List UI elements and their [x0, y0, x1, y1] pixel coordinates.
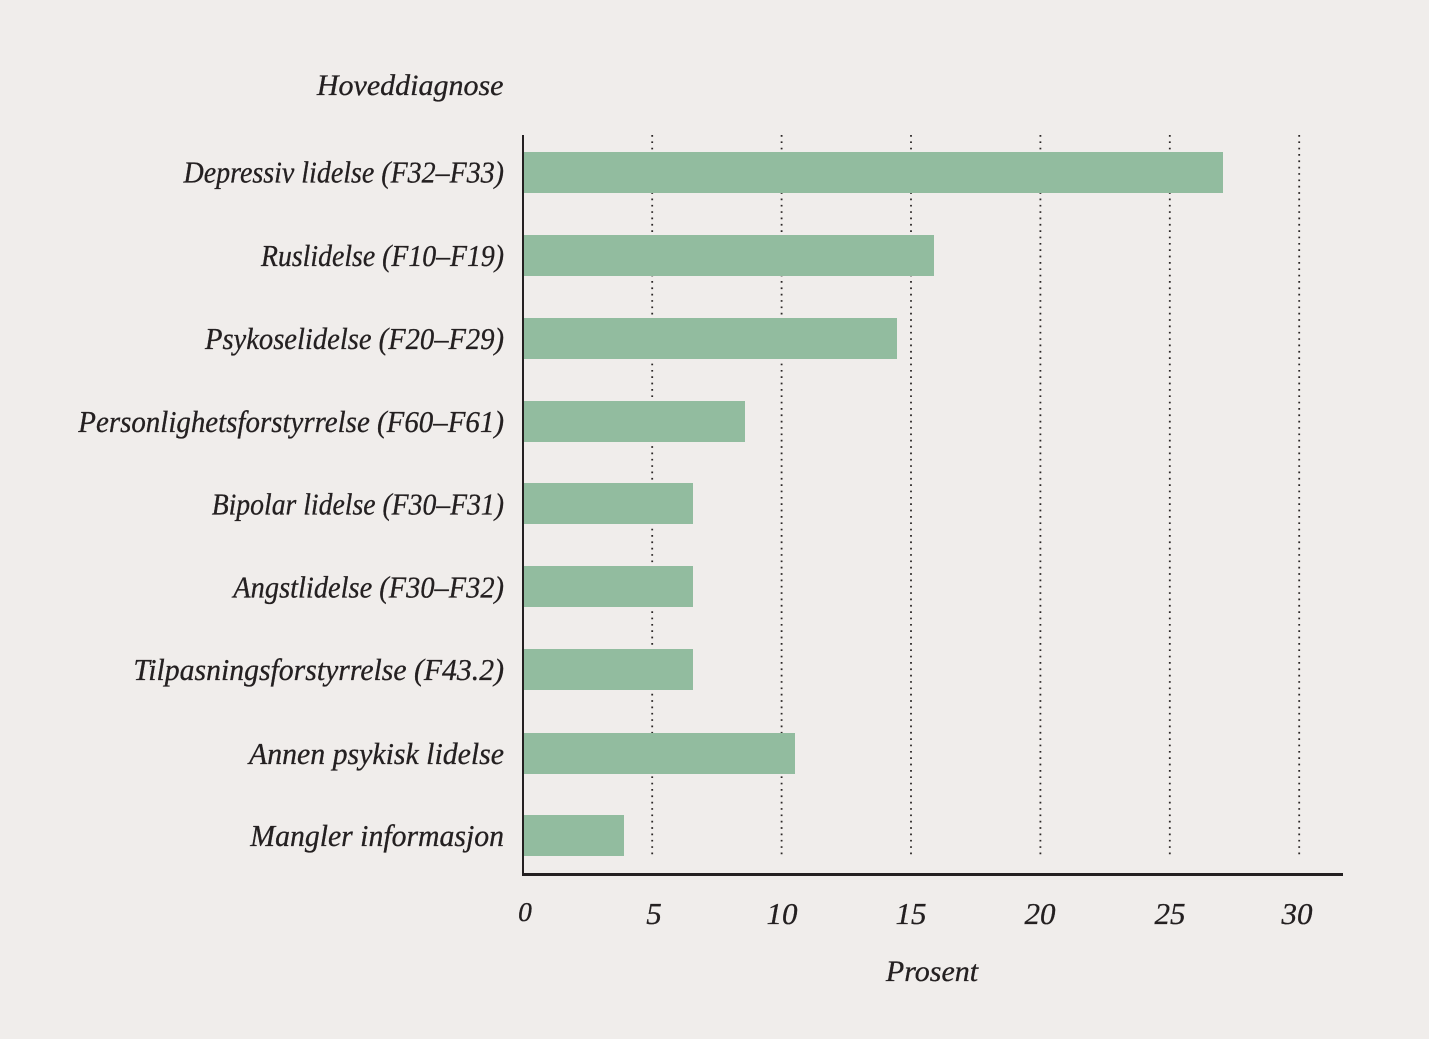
svg-text:Ruslidelse (F10–F19): Ruslidelse (F10–F19) — [260, 238, 504, 273]
svg-text:Mangler informasjon: Mangler informasjon — [249, 818, 504, 853]
svg-text:Annen psykisk lidelse: Annen psykisk lidelse — [247, 736, 504, 771]
svg-text:Tilpasningsforstyrrelse (F43.2: Tilpasningsforstyrrelse (F43.2) — [133, 652, 504, 687]
svg-text:Personlighetsforstyrrelse (F60: Personlighetsforstyrrelse (F60–F61) — [77, 404, 504, 439]
svg-text:Bipolar lidelse (F30–F31): Bipolar lidelse (F30–F31) — [212, 486, 504, 521]
svg-text:Psykoselidelse (F20–F29): Psykoselidelse (F20–F29) — [204, 321, 504, 356]
svg-text:Depressiv lidelse (F32–F33): Depressiv lidelse (F32–F33) — [183, 155, 504, 190]
svg-text:Angstlidelse (F30–F32): Angstlidelse (F30–F32) — [231, 569, 504, 604]
